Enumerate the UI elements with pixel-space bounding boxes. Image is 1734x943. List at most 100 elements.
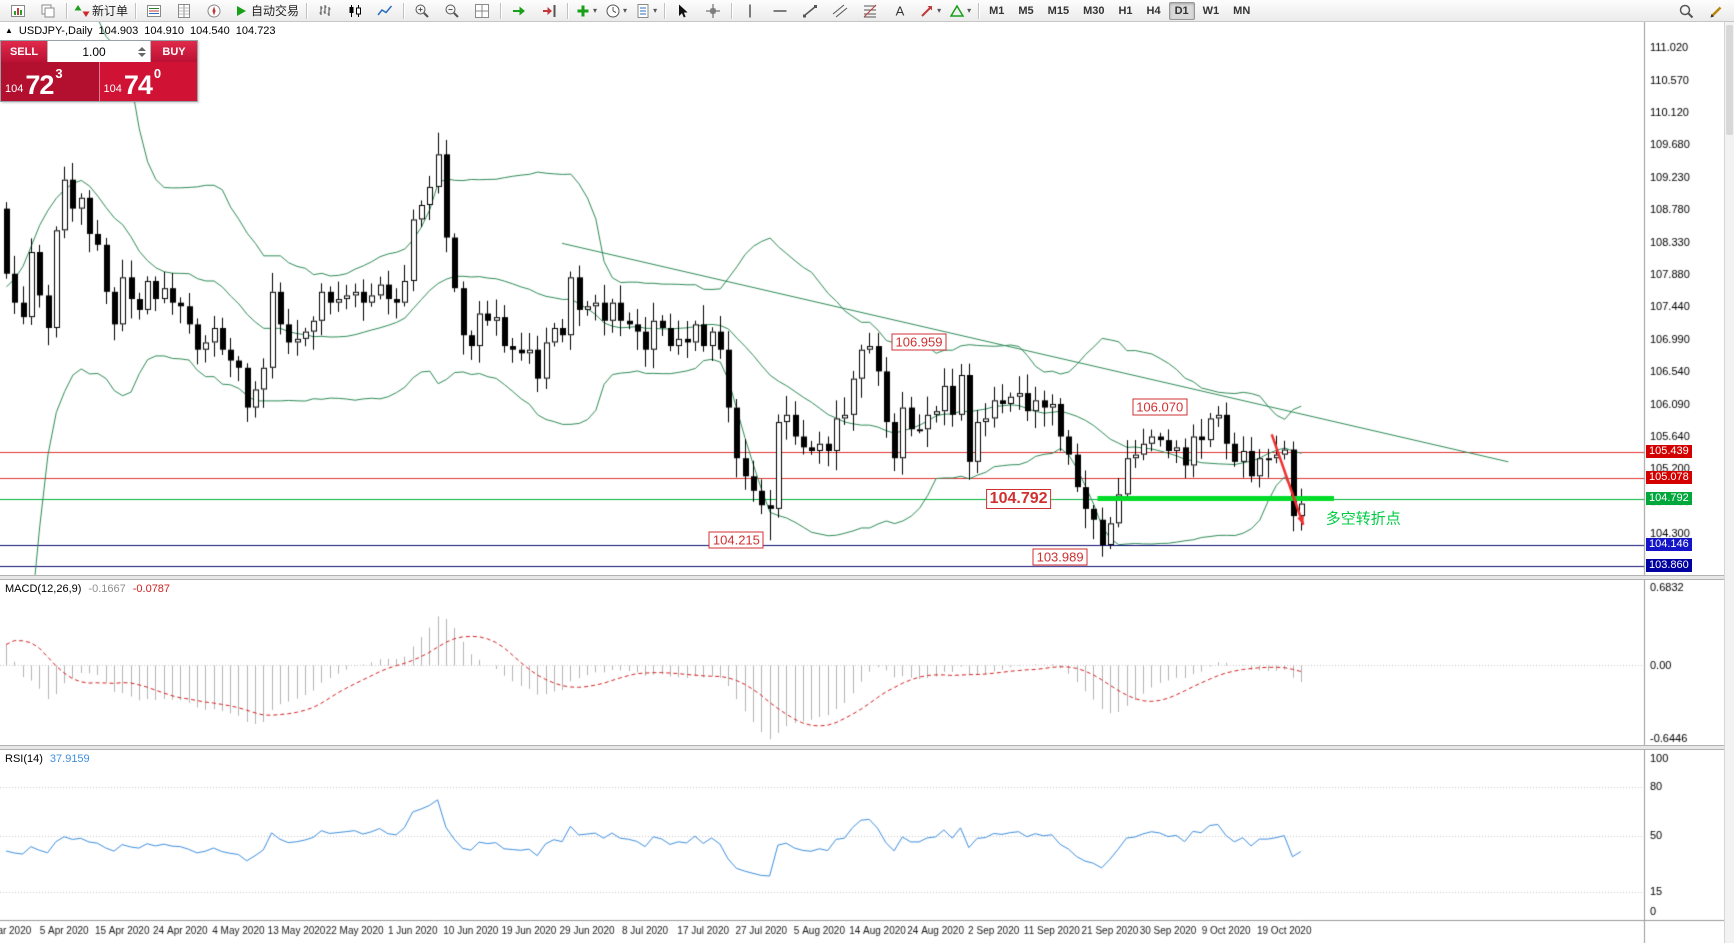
autotrading-label: 自动交易 bbox=[251, 4, 300, 18]
text-icon bbox=[892, 3, 908, 19]
periods-icon bbox=[605, 3, 621, 19]
timeframe-m1-button[interactable]: M1 bbox=[989, 4, 1005, 17]
toolbar-separator bbox=[567, 2, 569, 19]
buy-price[interactable]: 104 74 0 bbox=[98, 62, 197, 101]
candles-icon bbox=[347, 3, 363, 19]
buy-price-sup: 0 bbox=[153, 66, 162, 81]
toolbar-separator bbox=[306, 2, 308, 19]
new-order-button[interactable]: 新订单 bbox=[70, 0, 132, 22]
chevron-down-icon[interactable]: ▾ bbox=[967, 6, 972, 15]
sell-price-big: 72 bbox=[25, 70, 54, 100]
timeframe-d1-button[interactable]: D1 bbox=[1168, 1, 1195, 20]
search-button[interactable] bbox=[1671, 0, 1701, 22]
timeframe-h4-button[interactable]: H4 bbox=[1146, 4, 1161, 17]
channel-button[interactable] bbox=[825, 0, 855, 22]
panel-splitter-macd[interactable] bbox=[0, 575, 1734, 580]
open-value: 104.903 bbox=[98, 25, 139, 37]
volume-value[interactable]: 1.00 bbox=[82, 44, 106, 59]
sell-price-sup: 3 bbox=[55, 66, 63, 81]
chart-shift-icon bbox=[541, 3, 557, 19]
line-chart-button[interactable] bbox=[370, 0, 400, 22]
cursor-button[interactable] bbox=[668, 0, 698, 22]
indicators-icon bbox=[575, 3, 591, 19]
zoom-out-button[interactable] bbox=[437, 0, 467, 22]
timeframe-m30-button[interactable]: M30 bbox=[1083, 4, 1105, 17]
timeframe-m5-button[interactable]: M5 bbox=[1018, 4, 1034, 17]
scrollbar[interactable] bbox=[1724, 22, 1734, 943]
one-click-trading-panel: SELL 1.00 BUY 104 72 3 104 74 0 bbox=[0, 40, 198, 102]
chart-window: ▲ USDJPY-,Daily 104.903 104.910 104.540 … bbox=[0, 22, 1734, 943]
chart-ohlc-header: ▲ USDJPY-,Daily 104.903 104.910 104.540 … bbox=[5, 25, 276, 37]
market-watch-button[interactable] bbox=[139, 0, 169, 22]
chevron-down-icon[interactable]: ▾ bbox=[937, 6, 942, 15]
rsi-label: RSI(14) bbox=[5, 753, 43, 765]
fibonacci-button[interactable] bbox=[855, 0, 885, 22]
edit-button[interactable] bbox=[1701, 0, 1731, 22]
trendline-button[interactable] bbox=[795, 0, 825, 22]
templates-button[interactable]: ▾ bbox=[631, 0, 661, 22]
buy-button[interactable]: BUY bbox=[151, 41, 197, 62]
volume-down-icon[interactable] bbox=[138, 52, 146, 57]
candles-button[interactable] bbox=[340, 0, 370, 22]
horizontal-line-button[interactable] bbox=[765, 0, 795, 22]
panel-splitter-rsi[interactable] bbox=[0, 745, 1734, 750]
vertical-line-button[interactable] bbox=[735, 0, 765, 22]
time-scale[interactable] bbox=[0, 920, 1644, 943]
zoom-out-icon bbox=[444, 3, 460, 19]
timeframe-w1-button[interactable]: W1 bbox=[1202, 4, 1220, 17]
profiles-button[interactable] bbox=[33, 0, 63, 22]
timeframe-h1-button[interactable]: H1 bbox=[1118, 4, 1133, 17]
volume-spinner[interactable] bbox=[137, 46, 147, 57]
volume-field[interactable]: 1.00 bbox=[47, 41, 151, 62]
toolbar-separator bbox=[731, 2, 733, 19]
chart-canvas[interactable] bbox=[0, 22, 1734, 943]
price-scale[interactable] bbox=[1644, 22, 1724, 920]
symbol-period-label: USDJPY-,Daily bbox=[18, 25, 93, 37]
auto-scroll-button[interactable] bbox=[504, 0, 534, 22]
timeframe-mn-button[interactable]: MN bbox=[1233, 4, 1251, 17]
bars-button[interactable] bbox=[310, 0, 340, 22]
horizontal-line-icon bbox=[772, 3, 788, 19]
autotrading-button[interactable]: 自动交易 bbox=[229, 0, 303, 22]
vertical-line-icon bbox=[742, 3, 758, 19]
chevron-down-icon[interactable]: ▾ bbox=[593, 6, 598, 15]
line-chart-icon bbox=[377, 3, 393, 19]
arrows-button[interactable]: ▾ bbox=[915, 0, 945, 22]
timeframe-m15-button[interactable]: M15 bbox=[1047, 4, 1070, 17]
buy-price-big: 74 bbox=[123, 70, 153, 100]
toolbar-separator bbox=[135, 2, 137, 19]
close-value: 104.723 bbox=[235, 25, 276, 37]
scrollbar-thumb[interactable] bbox=[1726, 25, 1733, 135]
chevron-down-icon[interactable]: ▾ bbox=[653, 6, 658, 15]
indicators-button[interactable]: ▾ bbox=[571, 0, 601, 22]
chevron-down-icon[interactable]: ▾ bbox=[623, 6, 628, 15]
tile-windows-button[interactable] bbox=[467, 0, 497, 22]
toolbar-separator bbox=[978, 2, 980, 19]
auto-scroll-icon bbox=[511, 3, 527, 19]
toolbar-left-group: 新订单 自动交易 ▾ ▾ ▾ ▾ ▾ M1 M5 M15 M30 H1 H4 D1 W1 MN bbox=[3, 0, 1257, 22]
templates-icon bbox=[635, 3, 651, 19]
new-chart-button[interactable] bbox=[3, 0, 33, 22]
cursor-icon bbox=[675, 3, 691, 19]
sell-price-prefix: 104 bbox=[5, 83, 24, 95]
new-order-icon bbox=[74, 3, 90, 19]
sell-button[interactable]: SELL bbox=[1, 41, 47, 62]
text-button[interactable] bbox=[885, 0, 915, 22]
one-click-collapse-icon[interactable]: ▲ bbox=[5, 26, 13, 35]
macd-main-value: -0.1667 bbox=[88, 583, 126, 595]
volume-up-icon[interactable] bbox=[138, 46, 146, 51]
sell-price[interactable]: 104 72 3 bbox=[1, 62, 99, 101]
toolbar-right-group bbox=[1671, 0, 1731, 22]
market-watch-icon bbox=[146, 3, 162, 19]
zoom-in-button[interactable] bbox=[407, 0, 437, 22]
data-window-button[interactable] bbox=[169, 0, 199, 22]
crosshair-button[interactable] bbox=[698, 0, 728, 22]
navigator-icon bbox=[206, 3, 222, 19]
search-icon bbox=[1678, 3, 1694, 19]
toolbar: 新订单 自动交易 ▾ ▾ ▾ ▾ ▾ M1 M5 M15 M30 H1 H4 D1 W1 MN bbox=[0, 0, 1734, 22]
low-value: 104.540 bbox=[190, 25, 230, 37]
navigator-button[interactable] bbox=[199, 0, 229, 22]
shapes-button[interactable]: ▾ bbox=[945, 0, 975, 22]
periods-button[interactable]: ▾ bbox=[601, 0, 631, 22]
chart-shift-button[interactable] bbox=[534, 0, 564, 22]
